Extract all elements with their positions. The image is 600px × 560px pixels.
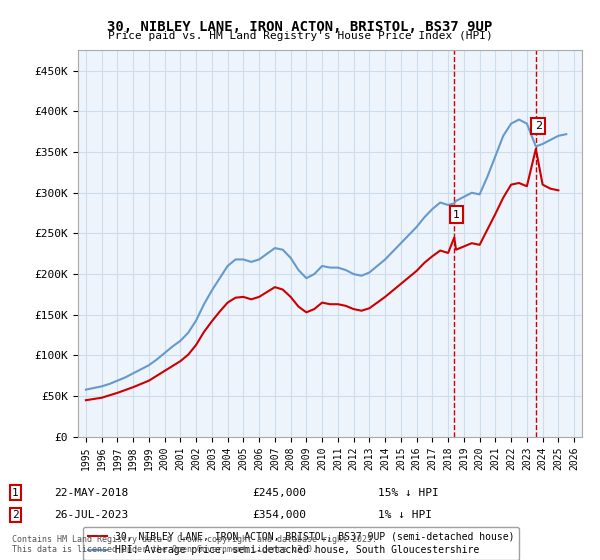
Text: 1% ↓ HPI: 1% ↓ HPI [378, 510, 432, 520]
Text: Contains HM Land Registry data © Crown copyright and database right 2025.
This d: Contains HM Land Registry data © Crown c… [12, 535, 377, 554]
Text: 22-MAY-2018: 22-MAY-2018 [54, 488, 128, 498]
Text: £245,000: £245,000 [252, 488, 306, 498]
Text: 1: 1 [453, 210, 460, 220]
Text: £354,000: £354,000 [252, 510, 306, 520]
Text: 2: 2 [12, 510, 19, 520]
Text: 1: 1 [12, 488, 19, 498]
Legend: 30, NIBLEY LANE, IRON ACTON, BRISTOL, BS37 9UP (semi-detached house), HPI: Avera: 30, NIBLEY LANE, IRON ACTON, BRISTOL, BS… [83, 526, 520, 560]
Text: 30, NIBLEY LANE, IRON ACTON, BRISTOL, BS37 9UP: 30, NIBLEY LANE, IRON ACTON, BRISTOL, BS… [107, 20, 493, 34]
Text: 2: 2 [535, 121, 542, 131]
Text: Price paid vs. HM Land Registry's House Price Index (HPI): Price paid vs. HM Land Registry's House … [107, 31, 493, 41]
Text: 15% ↓ HPI: 15% ↓ HPI [378, 488, 439, 498]
Text: 26-JUL-2023: 26-JUL-2023 [54, 510, 128, 520]
